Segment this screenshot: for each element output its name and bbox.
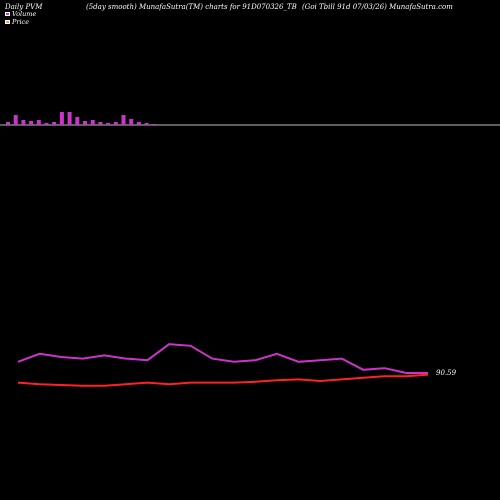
volume-bar (36, 120, 41, 125)
volume-bar (152, 124, 157, 125)
legend-label-volume: Volume (12, 10, 37, 18)
volume-bar (67, 112, 72, 125)
volume-bar (13, 115, 18, 125)
volume-bar (106, 123, 111, 125)
volume-bar (6, 122, 10, 125)
last-price-label: 90.59 (436, 369, 457, 377)
chart-title-left: Daily PVM (5, 3, 43, 11)
legend-label-price: Price (12, 18, 30, 26)
volume-bars (6, 112, 157, 125)
volume-bar (98, 122, 103, 125)
volume-bar (121, 115, 126, 125)
chart-title-center: (5day smooth) MunafaSutra(TM) charts for… (86, 3, 297, 11)
volume-bar (136, 122, 141, 125)
volume-bar (29, 121, 34, 125)
volume-bar (129, 119, 134, 125)
volume-bar (83, 121, 87, 125)
legend-item-price: Price (5, 18, 36, 26)
legend-swatch-price (5, 20, 10, 24)
volume-bar (21, 120, 26, 125)
volume-bar (75, 117, 80, 125)
series-line-volume (17, 343, 428, 374)
volume-bar (113, 122, 118, 125)
legend-item-volume: Volume (5, 10, 36, 18)
volume-bar (59, 112, 64, 125)
series-lines (17, 343, 429, 387)
volume-bar (52, 122, 57, 125)
legend: Volume Price (5, 10, 36, 26)
volume-bar (144, 123, 149, 125)
volume-bar (44, 123, 49, 125)
legend-swatch-volume (5, 12, 10, 16)
chart-title-right: (Goi Tbill 91d 07/03/26) MunafaSutra.com (302, 3, 453, 11)
series-line-price (17, 373, 429, 387)
volume-bar (90, 120, 95, 125)
